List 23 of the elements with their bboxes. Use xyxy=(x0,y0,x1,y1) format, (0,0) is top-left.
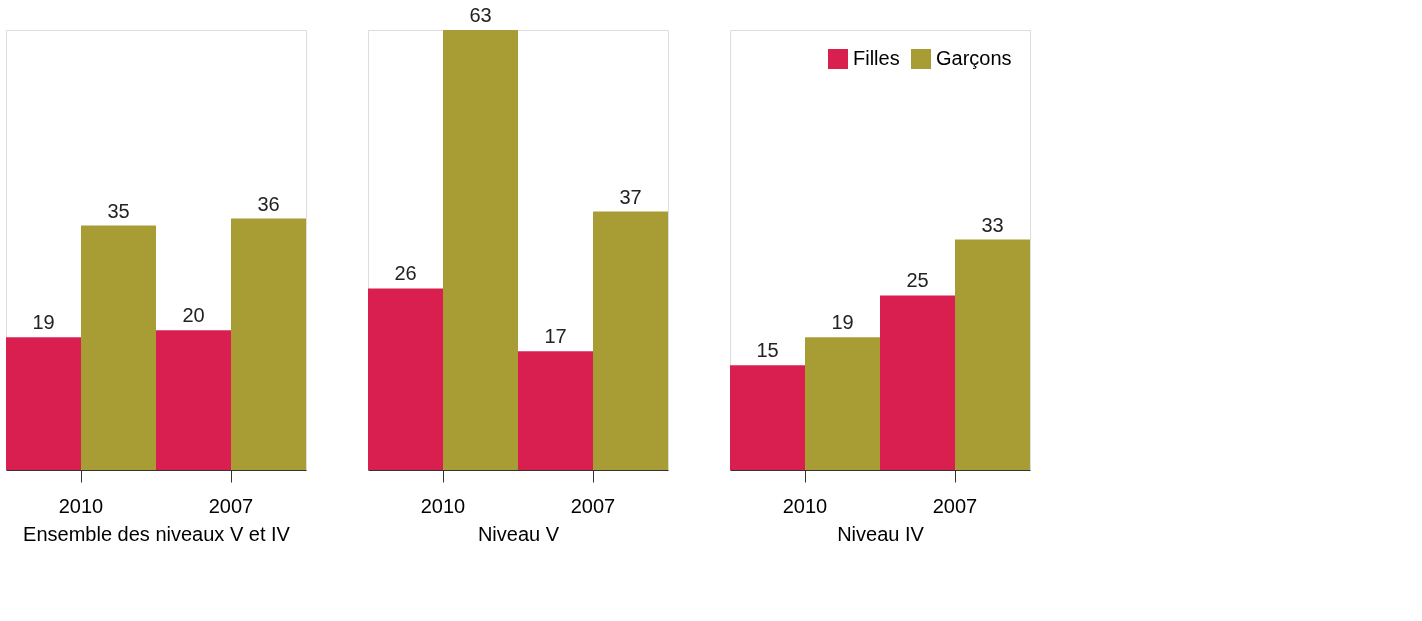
x-tick-label: 2010 xyxy=(58,494,104,517)
text: Niveau V xyxy=(477,522,560,545)
data-label: 19 xyxy=(831,311,854,334)
x-tick-label: 2010 xyxy=(420,494,466,517)
x-tick-label: 2010 xyxy=(782,494,828,517)
data-label: 26 xyxy=(394,262,417,285)
legend-label: Garçons xyxy=(936,47,1012,69)
x-tick-label: 2007 xyxy=(570,494,616,517)
legend-label: Filles xyxy=(853,47,900,69)
data-label: 20 xyxy=(182,304,205,327)
data-label: 37 xyxy=(619,185,642,208)
text: Ensemble des niveaux V et IV xyxy=(23,522,291,545)
data-label: 63 xyxy=(469,4,492,26)
data-label: 36 xyxy=(257,192,280,215)
x-tick-label: 2007 xyxy=(208,494,254,517)
data-label: 25 xyxy=(906,269,929,292)
data-label: 19 xyxy=(32,311,55,334)
text: Niveau IV xyxy=(837,522,925,545)
data-label: 35 xyxy=(107,199,130,222)
data-label: 17 xyxy=(544,325,567,348)
data-label: 33 xyxy=(981,213,1004,236)
data-label: 15 xyxy=(756,339,779,362)
x-tick-label: 2007 xyxy=(932,494,978,517)
